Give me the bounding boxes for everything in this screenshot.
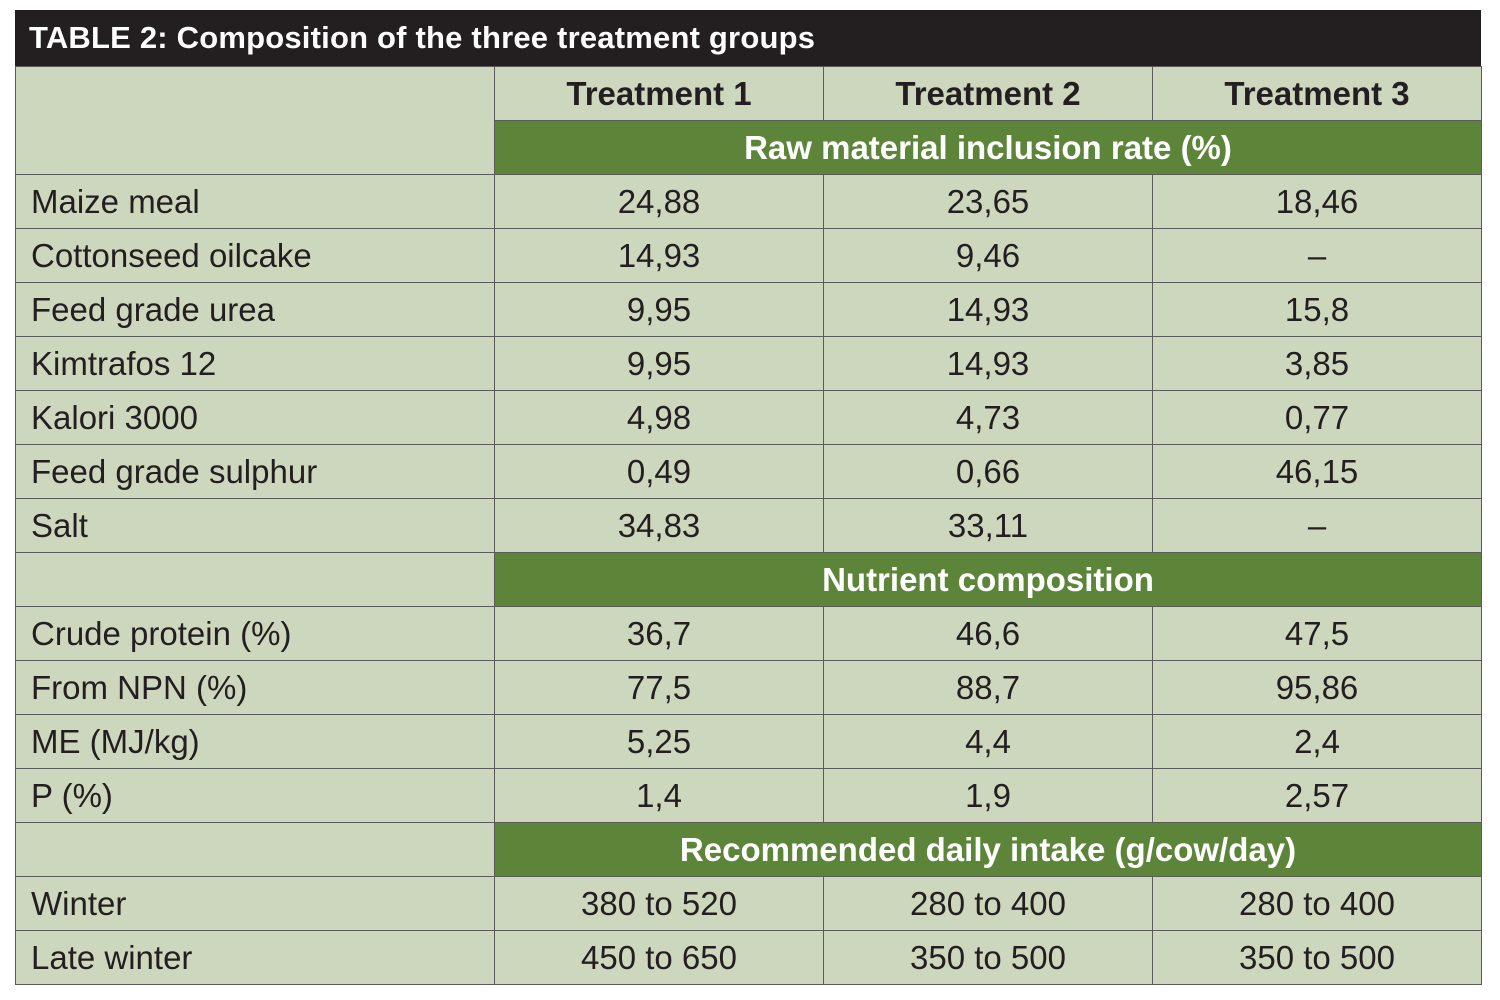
row-label: Feed grade sulphur — [15, 444, 495, 499]
composition-table: Treatment 1 Treatment 2 Treatment 3 Raw … — [15, 66, 1482, 985]
column-header-treatment-3: Treatment 3 — [1152, 66, 1482, 121]
cell-treatment-2: 280 to 400 — [823, 876, 1153, 931]
cell-treatment-1: 5,25 — [494, 714, 824, 769]
table-title: TABLE 2: Composition of the three treatm… — [15, 10, 1481, 66]
cell-treatment-3: 95,86 — [1152, 660, 1482, 715]
row-label: From NPN (%) — [15, 660, 495, 715]
row-label: ME (MJ/kg) — [15, 714, 495, 769]
section-header-row: Nutrient composition — [15, 552, 1482, 607]
section-header-row: Raw material inclusion rate (%) — [16, 120, 1482, 175]
column-header-treatment-1: Treatment 1 — [494, 66, 824, 121]
cell-treatment-3: 3,85 — [1152, 336, 1482, 391]
cell-treatment-1: 14,93 — [494, 228, 824, 283]
cell-treatment-3: – — [1152, 228, 1482, 283]
section-heading: Raw material inclusion rate (%) — [494, 120, 1482, 175]
section-blank-cell — [15, 822, 495, 877]
cell-treatment-3: 15,8 — [1152, 282, 1482, 337]
table-container: TABLE 2: Composition of the three treatm… — [15, 10, 1482, 985]
cell-treatment-3: – — [1152, 498, 1482, 553]
cell-treatment-2: 9,46 — [823, 228, 1153, 283]
cell-treatment-1: 9,95 — [494, 282, 824, 337]
table-row: Feed grade urea 9,95 14,93 15,8 — [15, 282, 1482, 337]
table-row: Crude protein (%) 36,7 46,6 47,5 — [15, 606, 1482, 661]
cell-treatment-2: 14,93 — [823, 336, 1153, 391]
table-row: Kimtrafos 12 9,95 14,93 3,85 — [15, 336, 1482, 391]
section-header-row: Recommended daily intake (g/cow/day) — [15, 822, 1482, 877]
cell-treatment-3: 46,15 — [1152, 444, 1482, 499]
cell-treatment-1: 0,49 — [494, 444, 824, 499]
cell-treatment-2: 88,7 — [823, 660, 1153, 715]
cell-treatment-3: 350 to 500 — [1152, 930, 1482, 985]
section-blank-cell — [15, 552, 495, 607]
row-label: P (%) — [15, 768, 495, 823]
cell-treatment-1: 380 to 520 — [494, 876, 824, 931]
cell-treatment-1: 36,7 — [494, 606, 824, 661]
cell-treatment-1: 24,88 — [494, 174, 824, 229]
cell-treatment-3: 2,57 — [1152, 768, 1482, 823]
row-label: Kimtrafos 12 — [15, 336, 495, 391]
cell-treatment-2: 14,93 — [823, 282, 1153, 337]
column-header-treatment-2: Treatment 2 — [823, 66, 1153, 121]
row-label: Late winter — [15, 930, 495, 985]
cell-treatment-3: 280 to 400 — [1152, 876, 1482, 931]
cell-treatment-2: 1,9 — [823, 768, 1153, 823]
table-row: From NPN (%) 77,5 88,7 95,86 — [15, 660, 1482, 715]
header-corner-cell — [15, 66, 495, 175]
cell-treatment-1: 34,83 — [494, 498, 824, 553]
cell-treatment-2: 33,11 — [823, 498, 1153, 553]
table-row: Late winter 450 to 650 350 to 500 350 to… — [15, 930, 1482, 985]
table-row: Winter 380 to 520 280 to 400 280 to 400 — [15, 876, 1482, 931]
cell-treatment-2: 23,65 — [823, 174, 1153, 229]
table-row: Maize meal 24,88 23,65 18,46 — [15, 174, 1482, 229]
table-row: Salt 34,83 33,11 – — [15, 498, 1482, 553]
cell-treatment-3: 47,5 — [1152, 606, 1482, 661]
table-body: Treatment 1 Treatment 2 Treatment 3 Raw … — [15, 66, 1482, 985]
table-row: Kalori 3000 4,98 4,73 0,77 — [15, 390, 1482, 445]
row-label: Cottonseed oilcake — [15, 228, 495, 283]
cell-treatment-3: 18,46 — [1152, 174, 1482, 229]
cell-treatment-2: 0,66 — [823, 444, 1153, 499]
cell-treatment-2: 46,6 — [823, 606, 1153, 661]
cell-treatment-1: 1,4 — [494, 768, 824, 823]
table-row: Cottonseed oilcake 14,93 9,46 – — [15, 228, 1482, 283]
cell-treatment-3: 0,77 — [1152, 390, 1482, 445]
cell-treatment-1: 4,98 — [494, 390, 824, 445]
row-label: Feed grade urea — [15, 282, 495, 337]
row-label: Winter — [15, 876, 495, 931]
table-row: ME (MJ/kg) 5,25 4,4 2,4 — [15, 714, 1482, 769]
column-header-row: Treatment 1 Treatment 2 Treatment 3 — [15, 66, 1482, 175]
row-label: Kalori 3000 — [15, 390, 495, 445]
cell-treatment-2: 350 to 500 — [823, 930, 1153, 985]
cell-treatment-1: 9,95 — [494, 336, 824, 391]
section-heading: Nutrient composition — [494, 552, 1482, 607]
cell-treatment-1: 77,5 — [494, 660, 824, 715]
cell-treatment-2: 4,4 — [823, 714, 1153, 769]
row-label: Maize meal — [15, 174, 495, 229]
table-row: Feed grade sulphur 0,49 0,66 46,15 — [15, 444, 1482, 499]
row-label: Salt — [15, 498, 495, 553]
table-row: P (%) 1,4 1,9 2,57 — [15, 768, 1482, 823]
cell-treatment-1: 450 to 650 — [494, 930, 824, 985]
cell-treatment-2: 4,73 — [823, 390, 1153, 445]
row-label: Crude protein (%) — [15, 606, 495, 661]
cell-treatment-3: 2,4 — [1152, 714, 1482, 769]
section-heading: Recommended daily intake (g/cow/day) — [494, 822, 1482, 877]
